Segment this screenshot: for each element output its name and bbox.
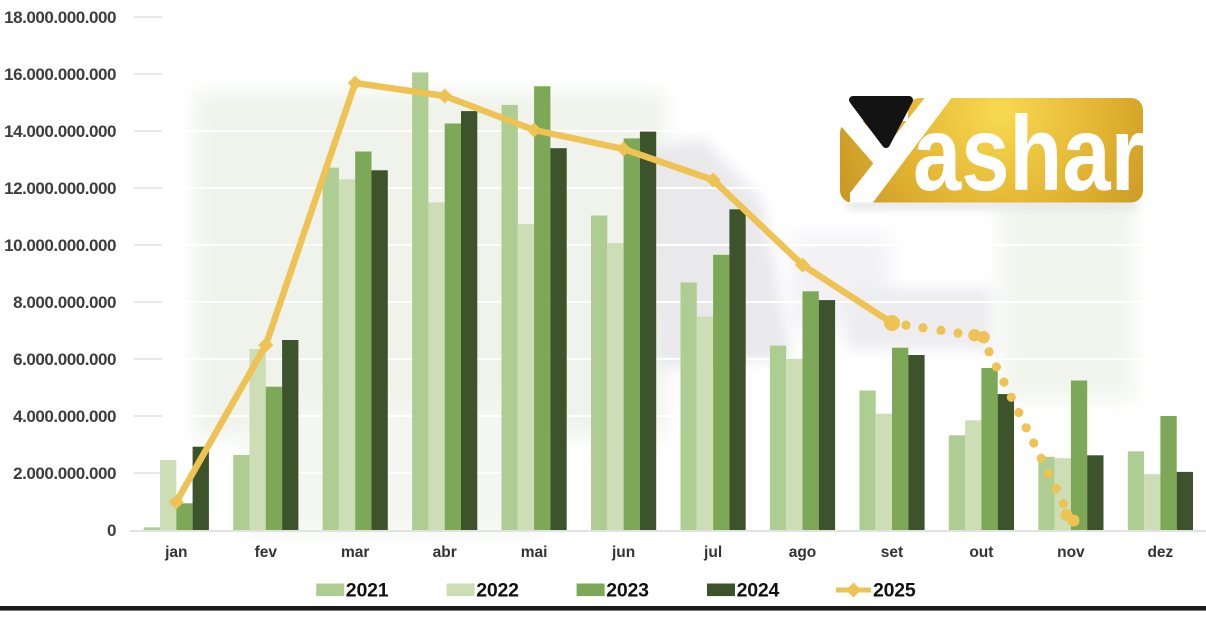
- svg-text:12.000.000.000: 12.000.000.000: [4, 179, 116, 198]
- svg-text:abr: abr: [433, 544, 457, 561]
- svg-text:2022: 2022: [476, 580, 519, 602]
- svg-text:ashar: ashar: [913, 94, 1144, 213]
- svg-text:2024: 2024: [737, 580, 780, 602]
- svg-text:jul: jul: [703, 544, 722, 561]
- svg-text:2021: 2021: [346, 580, 389, 602]
- svg-text:nov: nov: [1057, 544, 1085, 561]
- svg-text:out: out: [969, 544, 993, 561]
- svg-text:dez: dez: [1147, 544, 1173, 561]
- svg-text:8.000.000.000: 8.000.000.000: [13, 293, 116, 312]
- svg-text:0: 0: [107, 521, 116, 540]
- svg-text:mai: mai: [521, 544, 548, 561]
- svg-text:2.000.000.000: 2.000.000.000: [13, 464, 116, 483]
- svg-text:16.000.000.000: 16.000.000.000: [4, 65, 116, 84]
- svg-text:set: set: [881, 544, 903, 561]
- svg-text:6.000.000.000: 6.000.000.000: [13, 350, 116, 369]
- svg-text:jun: jun: [611, 544, 635, 561]
- svg-text:ago: ago: [789, 544, 817, 561]
- svg-text:2023: 2023: [606, 580, 649, 602]
- svg-text:2025: 2025: [873, 580, 916, 602]
- svg-text:4.000.000.000: 4.000.000.000: [13, 407, 116, 426]
- svg-text:14.000.000.000: 14.000.000.000: [4, 122, 116, 141]
- svg-text:18.000.000.000: 18.000.000.000: [4, 8, 116, 27]
- svg-text:10.000.000.000: 10.000.000.000: [4, 236, 116, 255]
- svg-text:fev: fev: [255, 544, 278, 561]
- svg-text:jan: jan: [164, 544, 187, 561]
- svg-text:mar: mar: [341, 544, 369, 561]
